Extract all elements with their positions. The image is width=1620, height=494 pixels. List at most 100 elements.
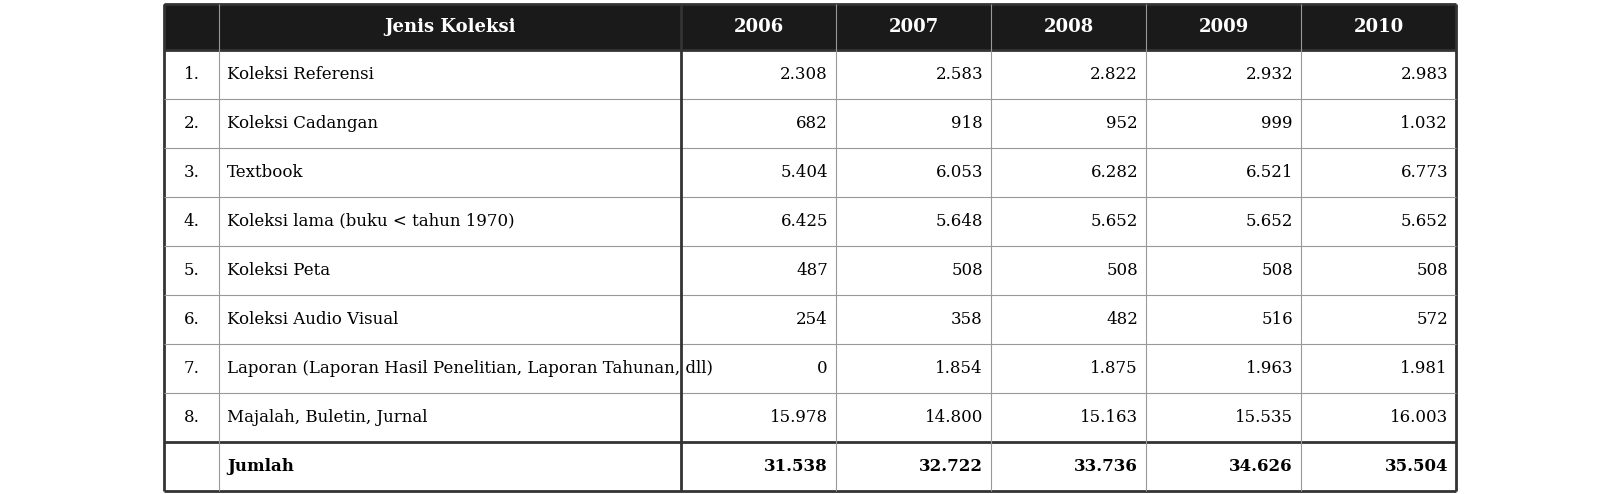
Text: 1.981: 1.981 — [1400, 360, 1448, 376]
Bar — [164, 49, 219, 98]
Bar — [1301, 197, 1456, 246]
Bar — [680, 148, 836, 197]
Bar — [1301, 148, 1456, 197]
Text: 999: 999 — [1262, 115, 1293, 131]
Text: 508: 508 — [1106, 261, 1137, 279]
Text: 6.: 6. — [183, 311, 199, 328]
Text: 6.053: 6.053 — [935, 164, 983, 180]
Bar — [1301, 442, 1456, 491]
Text: 508: 508 — [951, 261, 983, 279]
Bar — [680, 442, 836, 491]
Bar — [680, 3, 836, 49]
Bar — [1145, 393, 1301, 442]
Text: 16.003: 16.003 — [1390, 409, 1448, 425]
Bar — [991, 442, 1145, 491]
Bar — [836, 197, 991, 246]
Text: 2010: 2010 — [1353, 17, 1403, 36]
Bar — [991, 3, 1145, 49]
Bar — [836, 343, 991, 393]
Bar — [1145, 246, 1301, 294]
Bar — [1301, 294, 1456, 343]
Text: 15.978: 15.978 — [770, 409, 828, 425]
Bar — [1145, 442, 1301, 491]
Bar — [680, 98, 836, 148]
Bar — [1145, 343, 1301, 393]
Text: 2.983: 2.983 — [1400, 66, 1448, 82]
Text: 5.648: 5.648 — [935, 212, 983, 230]
Text: 952: 952 — [1106, 115, 1137, 131]
Bar — [836, 246, 991, 294]
Bar — [836, 49, 991, 98]
Bar — [991, 197, 1145, 246]
Text: 516: 516 — [1262, 311, 1293, 328]
Text: 682: 682 — [797, 115, 828, 131]
Bar — [1145, 98, 1301, 148]
Text: Majalah, Buletin, Jurnal: Majalah, Buletin, Jurnal — [227, 409, 428, 425]
Text: 1.854: 1.854 — [935, 360, 983, 376]
Bar — [1301, 343, 1456, 393]
Text: 2007: 2007 — [888, 17, 938, 36]
Bar — [836, 98, 991, 148]
Bar — [164, 393, 219, 442]
Bar — [1301, 246, 1456, 294]
Text: 2006: 2006 — [734, 17, 784, 36]
Text: Jumlah: Jumlah — [227, 457, 293, 475]
Text: 6.282: 6.282 — [1090, 164, 1137, 180]
Text: 1.875: 1.875 — [1090, 360, 1137, 376]
Bar — [219, 343, 680, 393]
Text: Koleksi lama (buku < tahun 1970): Koleksi lama (buku < tahun 1970) — [227, 212, 515, 230]
Bar — [1301, 393, 1456, 442]
Text: 1.: 1. — [183, 66, 199, 82]
Text: 33.736: 33.736 — [1074, 457, 1137, 475]
Text: 5.652: 5.652 — [1401, 212, 1448, 230]
Bar — [1145, 3, 1301, 49]
Text: 14.800: 14.800 — [925, 409, 983, 425]
Bar — [991, 343, 1145, 393]
Bar — [1145, 148, 1301, 197]
Bar — [219, 197, 680, 246]
Bar — [1301, 98, 1456, 148]
Text: 5.: 5. — [183, 261, 199, 279]
Text: Textbook: Textbook — [227, 164, 303, 180]
Bar — [219, 3, 680, 49]
Text: 508: 508 — [1416, 261, 1448, 279]
Text: 5.652: 5.652 — [1246, 212, 1293, 230]
Bar — [219, 246, 680, 294]
Bar — [991, 393, 1145, 442]
Text: 4.: 4. — [183, 212, 199, 230]
Bar — [991, 246, 1145, 294]
Bar — [219, 442, 680, 491]
Text: 358: 358 — [951, 311, 983, 328]
Text: 8.: 8. — [183, 409, 199, 425]
Bar — [991, 49, 1145, 98]
Bar — [164, 98, 219, 148]
Text: 482: 482 — [1106, 311, 1137, 328]
Text: Laporan (Laporan Hasil Penelitian, Laporan Tahunan, dll): Laporan (Laporan Hasil Penelitian, Lapor… — [227, 360, 713, 376]
Text: 508: 508 — [1262, 261, 1293, 279]
Text: 15.163: 15.163 — [1081, 409, 1137, 425]
Bar — [219, 294, 680, 343]
Text: 2008: 2008 — [1043, 17, 1094, 36]
Bar — [1301, 3, 1456, 49]
Bar — [680, 246, 836, 294]
Text: 918: 918 — [951, 115, 983, 131]
Bar — [1301, 49, 1456, 98]
Text: Koleksi Referensi: Koleksi Referensi — [227, 66, 374, 82]
Text: 2.822: 2.822 — [1090, 66, 1137, 82]
Bar — [1145, 197, 1301, 246]
Bar — [219, 98, 680, 148]
Bar — [164, 3, 219, 49]
Text: 2.932: 2.932 — [1246, 66, 1293, 82]
Bar — [991, 148, 1145, 197]
Bar — [991, 98, 1145, 148]
Bar — [680, 49, 836, 98]
Bar — [680, 393, 836, 442]
Bar — [164, 197, 219, 246]
Bar — [991, 294, 1145, 343]
Text: 2.583: 2.583 — [935, 66, 983, 82]
Bar — [1145, 294, 1301, 343]
Text: 6.521: 6.521 — [1246, 164, 1293, 180]
Bar — [164, 246, 219, 294]
Bar — [164, 442, 219, 491]
Bar — [680, 197, 836, 246]
